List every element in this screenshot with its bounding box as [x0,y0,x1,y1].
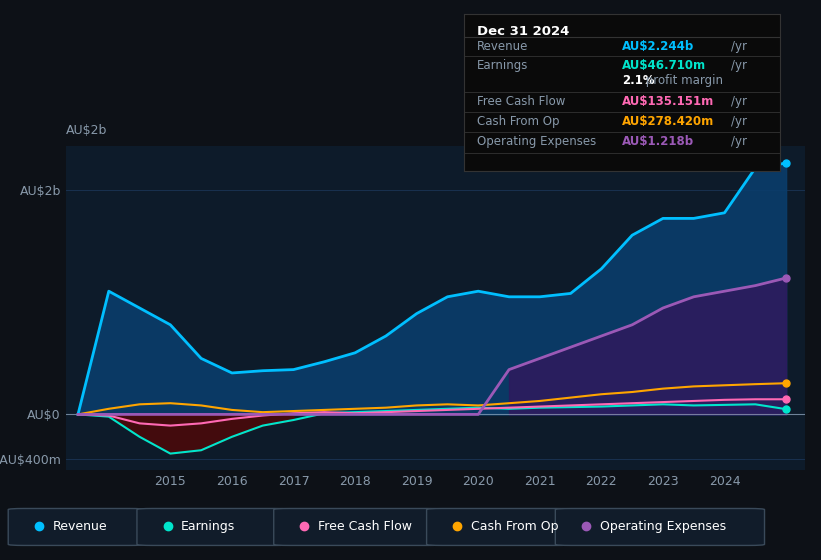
Text: /yr: /yr [731,136,747,148]
Text: AU$46.710m: AU$46.710m [622,59,706,72]
Text: Cash From Op: Cash From Op [471,520,558,533]
Text: Dec 31 2024: Dec 31 2024 [476,25,569,38]
Text: Free Cash Flow: Free Cash Flow [476,95,565,108]
FancyBboxPatch shape [273,508,443,545]
FancyBboxPatch shape [8,508,145,545]
FancyBboxPatch shape [137,508,290,545]
Text: AU$135.151m: AU$135.151m [622,95,714,108]
Text: 2.1%: 2.1% [622,74,654,87]
Text: Revenue: Revenue [53,520,107,533]
Text: /yr: /yr [731,40,747,53]
Text: Free Cash Flow: Free Cash Flow [318,520,412,533]
Text: profit margin: profit margin [643,74,723,87]
FancyBboxPatch shape [555,508,764,545]
Text: AU$2.244b: AU$2.244b [622,40,695,53]
Text: Earnings: Earnings [476,59,528,72]
Text: Revenue: Revenue [476,40,528,53]
Text: /yr: /yr [731,115,747,128]
Text: /yr: /yr [731,59,747,72]
FancyBboxPatch shape [427,508,571,545]
Text: Operating Expenses: Operating Expenses [476,136,596,148]
Text: AU$1.218b: AU$1.218b [622,136,694,148]
Text: /yr: /yr [731,95,747,108]
Text: Operating Expenses: Operating Expenses [599,520,726,533]
Text: Cash From Op: Cash From Op [476,115,559,128]
Text: Earnings: Earnings [181,520,236,533]
Text: AU$278.420m: AU$278.420m [622,115,714,128]
Text: AU$2b: AU$2b [66,124,107,137]
